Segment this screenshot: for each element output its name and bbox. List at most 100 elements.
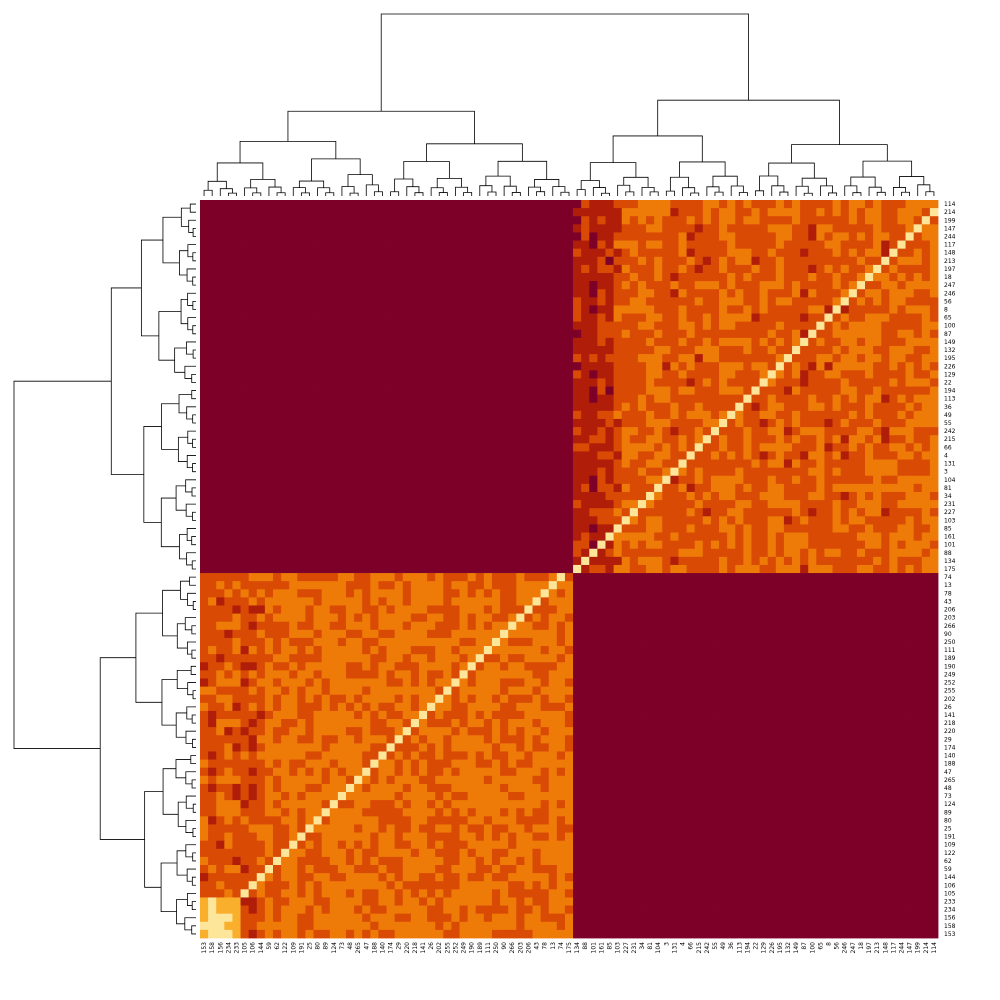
heatmap-cell (394, 337, 404, 347)
heatmap-cell (589, 394, 598, 404)
heatmap-cell (816, 272, 825, 282)
dendrogram-branch (576, 189, 586, 196)
heatmap-cell (808, 443, 817, 452)
heatmap-cell (516, 256, 525, 266)
heatmap-cell (208, 524, 217, 533)
heatmap-cell (646, 564, 655, 574)
heatmap-cell (337, 200, 347, 209)
heatmap-cell (378, 467, 387, 477)
heatmap-cell (402, 281, 412, 290)
heatmap-cell (678, 232, 687, 241)
heatmap-cell (865, 345, 874, 355)
heatmap-cell (735, 281, 744, 290)
heatmap-cell (394, 451, 404, 460)
heatmap-cell (686, 475, 696, 485)
heatmap-cell (500, 532, 509, 542)
heatmap-cell (629, 386, 639, 396)
heatmap-cell (686, 305, 696, 314)
heatmap-cell (418, 467, 428, 477)
heatmap-cell (289, 467, 298, 477)
heatmap-cell (759, 443, 769, 452)
heatmap-cell (913, 321, 923, 331)
heatmap-cell (751, 589, 760, 598)
heatmap-cell (272, 435, 282, 444)
heatmap-cell (694, 362, 704, 371)
heatmap-cell (305, 321, 314, 331)
heatmap-cell (783, 248, 793, 258)
heatmap-cell (735, 394, 744, 404)
heatmap-cell (735, 540, 744, 550)
heatmap-cell (548, 548, 558, 558)
heatmap-cell (329, 264, 339, 274)
heatmap-cell (532, 305, 542, 314)
heatmap-cell (605, 410, 614, 420)
heatmap-cell (670, 345, 679, 355)
heatmap-cell (297, 378, 306, 387)
heatmap-cell (386, 548, 396, 558)
heatmap-cell (459, 264, 469, 274)
heatmap-cell (345, 564, 355, 574)
heatmap-cell (710, 216, 720, 225)
heatmap-cell (289, 621, 298, 631)
heatmap-cell (865, 581, 874, 590)
heatmap-cell (605, 532, 614, 542)
heatmap-cell (775, 621, 785, 631)
heatmap-cell (808, 516, 817, 525)
heatmap-cell (313, 621, 323, 631)
heatmap-cell (670, 581, 679, 590)
heatmap-cell (792, 216, 801, 225)
heatmap-cell (646, 240, 655, 250)
heatmap-cell (832, 589, 842, 598)
heatmap-cell (613, 540, 623, 550)
heatmap-cell (735, 597, 744, 606)
heatmap-cell (305, 208, 314, 217)
heatmap-cell (710, 556, 720, 566)
dendrogram-branch (178, 394, 192, 414)
heatmap-cell (378, 532, 387, 542)
heatmap-cell (808, 378, 817, 387)
heatmap-cell (881, 305, 890, 314)
heatmap-cell (629, 613, 639, 623)
heatmap-cell (362, 459, 371, 469)
heatmap-cell (475, 200, 485, 209)
heatmap-cell (921, 281, 931, 290)
heatmap-cell (613, 313, 623, 323)
heatmap-cell (719, 410, 728, 420)
heatmap-cell (719, 337, 728, 347)
heatmap-cell (710, 410, 720, 420)
heatmap-cell (581, 467, 590, 477)
heatmap-cell (256, 345, 266, 355)
heatmap-cell (751, 264, 760, 274)
heatmap-cell (418, 459, 428, 469)
heatmap-cell (281, 313, 290, 323)
heatmap-cell (272, 516, 282, 525)
heatmap-cell (329, 508, 339, 517)
heatmap-cell (832, 313, 842, 323)
heatmap-cell (678, 475, 687, 485)
heatmap-cell (337, 548, 347, 558)
heatmap-cell (710, 305, 720, 314)
heatmap-cell (491, 329, 501, 339)
heatmap-cell (856, 621, 866, 631)
heatmap-cell (564, 362, 574, 371)
heatmap-cell (556, 281, 566, 290)
heatmap-cell (800, 337, 809, 347)
heatmap-cell (297, 613, 306, 623)
heatmap-cell (573, 200, 582, 209)
heatmap-cell (694, 289, 704, 298)
heatmap-cell (848, 459, 858, 469)
heatmap-cell (272, 597, 282, 606)
heatmap-cell (410, 548, 420, 558)
heatmap-cell (402, 240, 412, 250)
heatmap-cell (418, 386, 428, 396)
heatmap-cell (232, 281, 241, 290)
heatmap-cell (354, 613, 363, 623)
heatmap-cell (337, 305, 347, 314)
heatmap-cell (581, 345, 590, 355)
heatmap-cell (873, 483, 882, 493)
dendrogram-branch (679, 161, 726, 178)
heatmap-cell (500, 524, 509, 533)
heatmap-cell (840, 264, 850, 274)
heatmap-cell (418, 354, 428, 363)
heatmap-cell (354, 240, 363, 250)
